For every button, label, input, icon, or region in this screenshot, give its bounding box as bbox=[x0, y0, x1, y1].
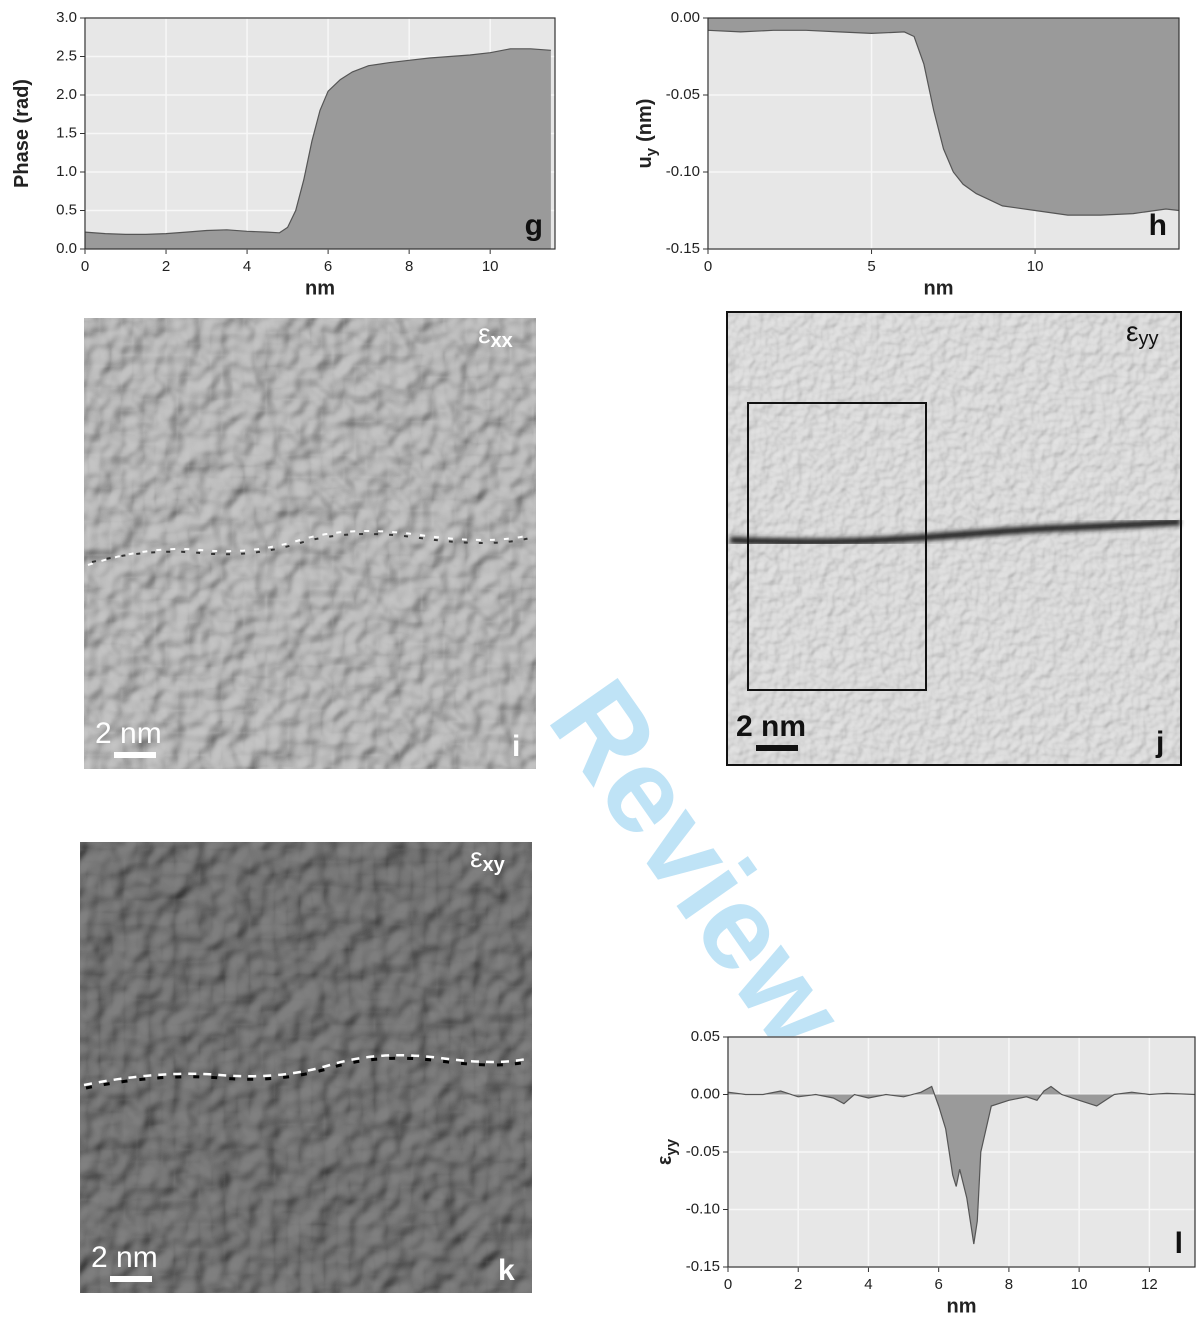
y-tick-label: -0.10 bbox=[686, 1200, 720, 1217]
frame bbox=[726, 311, 1182, 766]
boundary bbox=[91, 533, 531, 563]
plot-frame bbox=[707, 17, 1180, 250]
scale-label: 2 nm bbox=[736, 710, 806, 743]
x-tick-label: 8 bbox=[1005, 1276, 1013, 1293]
selection-box bbox=[747, 402, 927, 691]
y-tick-label: 0.00 bbox=[671, 9, 700, 26]
x-tick-label: 2 bbox=[162, 258, 170, 275]
x-tick-label: 2 bbox=[794, 1276, 802, 1293]
x-tick-label: 8 bbox=[405, 258, 413, 275]
y-tick-label: 0.05 bbox=[691, 1028, 720, 1045]
x-tick-label: 4 bbox=[864, 1276, 872, 1293]
y-tick-label: 2.5 bbox=[56, 47, 77, 64]
x-tick-label: 0 bbox=[724, 1276, 732, 1293]
panel-letter: h bbox=[1149, 209, 1167, 242]
y-tick-label: 2.0 bbox=[56, 86, 77, 103]
area bbox=[708, 18, 1179, 216]
boundary bbox=[729, 518, 1181, 546]
panel-letter: k bbox=[498, 1254, 515, 1287]
x-tick-label: 4 bbox=[243, 258, 251, 275]
plot-frame bbox=[727, 1036, 1196, 1268]
profile-line bbox=[84, 48, 551, 235]
y-axis-label-unit: (nm) bbox=[634, 99, 656, 142]
scale-bar bbox=[114, 752, 156, 758]
x-tick-label: 10 bbox=[482, 258, 499, 275]
boundary bbox=[83, 1053, 531, 1087]
x-axis-label: nm bbox=[305, 277, 335, 299]
area bbox=[85, 48, 551, 249]
y-tick-label: -0.05 bbox=[666, 86, 700, 103]
y-tick-label: 1.0 bbox=[56, 163, 77, 180]
y-axis-label: uy (nm) bbox=[634, 99, 660, 169]
x-tick-label: 0 bbox=[81, 258, 89, 275]
y-tick-label: -0.15 bbox=[666, 240, 700, 257]
chart: 0 5 10 0.00 -0.05 -0.10 -0.15 nm uy (nm) h bbox=[634, 9, 1180, 299]
component-label: εxy bbox=[470, 842, 506, 876]
y-tick-label: 0.00 bbox=[691, 1085, 720, 1102]
profile-line bbox=[727, 1085, 1196, 1245]
panel-letter: j bbox=[1155, 726, 1164, 759]
component-label: εxx bbox=[478, 318, 513, 352]
y-axis-label-sub: y bbox=[643, 147, 660, 156]
y-tick-label: 0.5 bbox=[56, 201, 77, 218]
profile-line bbox=[707, 29, 1180, 216]
boundary bbox=[85, 1056, 531, 1090]
x-tick-label: 12 bbox=[1141, 1276, 1158, 1293]
chart: 0 2 4 6 8 10 0.0 0.5 1.0 1.5 2.0 2.5 3.0 nm Phase (rad… bbox=[11, 9, 556, 299]
y-tick-label: -0.15 bbox=[686, 1258, 720, 1275]
y-tick-label: -0.10 bbox=[666, 163, 700, 180]
x-tick-label: 10 bbox=[1027, 258, 1044, 275]
image-panel-i: εxx 2 nm i bbox=[84, 318, 536, 769]
panel-letter: l bbox=[1175, 1227, 1183, 1260]
y-axis-label-main: Phase (rad) bbox=[11, 79, 33, 188]
y-axis-label-main: ε bbox=[654, 1155, 676, 1165]
scale-label: 2 nm bbox=[95, 717, 162, 750]
image-panel-j: εyy 2 nm j bbox=[726, 311, 1182, 766]
y-tick-label: 1.5 bbox=[56, 124, 77, 141]
boundary bbox=[87, 530, 531, 566]
area bbox=[728, 1086, 1195, 1244]
strain-map bbox=[80, 842, 532, 1293]
panel-letter: g bbox=[525, 209, 543, 242]
x-tick-label: 0 bbox=[704, 258, 712, 275]
y-axis-label: εyy bbox=[654, 1138, 680, 1165]
y-tick-label: 0.0 bbox=[56, 240, 77, 257]
y-tick-label: 3.0 bbox=[56, 9, 77, 26]
component-label: εyy bbox=[1126, 316, 1158, 350]
x-tick-label: 10 bbox=[1071, 1276, 1088, 1293]
x-tick-label: 6 bbox=[935, 1276, 943, 1293]
scale-bar bbox=[110, 1276, 152, 1282]
y-tick-label: -0.05 bbox=[686, 1143, 720, 1160]
panel-letter: i bbox=[512, 730, 520, 763]
x-tick-label: 5 bbox=[867, 258, 875, 275]
y-axis-label-main: u bbox=[634, 156, 656, 168]
scale-bar bbox=[756, 745, 798, 751]
image-panel-k: εxy 2 nm k bbox=[80, 842, 532, 1293]
y-axis-label: Phase (rad) bbox=[11, 79, 33, 188]
scale-label: 2 nm bbox=[91, 1241, 158, 1274]
strain-map bbox=[84, 318, 536, 769]
x-tick-label: 6 bbox=[324, 258, 332, 275]
y-axis-label-sub: yy bbox=[663, 1138, 680, 1155]
x-axis-label: nm bbox=[947, 1295, 977, 1317]
plot-frame bbox=[84, 17, 556, 250]
x-axis-label: nm bbox=[924, 277, 954, 299]
chart: 0 2 4 6 8 10 12 0.05 0.00 -0.05 -0.10 -0.15 nm εyy l bbox=[654, 1028, 1196, 1317]
